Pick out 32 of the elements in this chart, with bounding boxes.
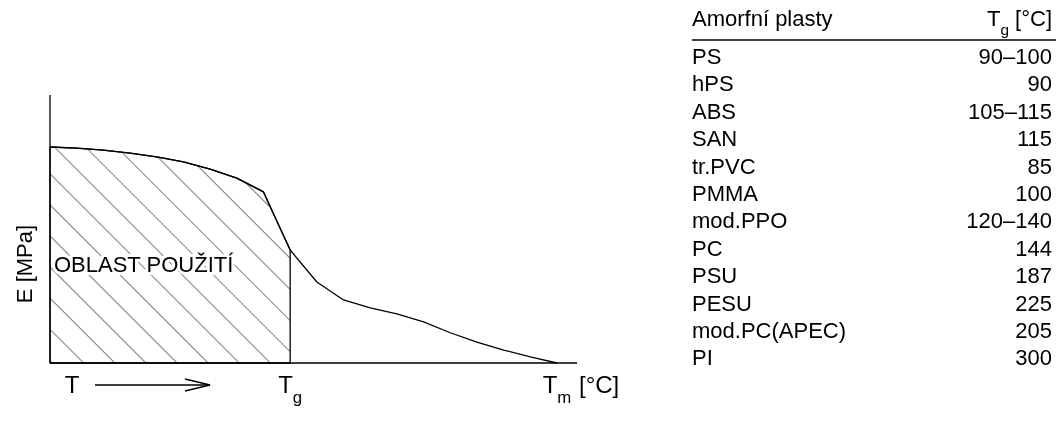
category-label: SAN	[692, 126, 738, 152]
category-label: ABS	[692, 98, 737, 124]
text: [°C]	[579, 371, 620, 398]
category-label: mod.PPO	[692, 208, 788, 234]
x-tick-label: T$_{g}$	[278, 371, 303, 407]
text: 100	[1015, 181, 1052, 206]
text: 90–100	[978, 44, 1052, 69]
text: Amorfní plasty	[692, 6, 833, 31]
text: 144	[1015, 235, 1052, 261]
category-label: PSU	[692, 263, 738, 289]
text: 187	[1015, 263, 1052, 289]
category-label: hPS	[692, 71, 734, 97]
text: 120–140	[966, 208, 1052, 234]
y-axis-title: E [MPa]	[12, 224, 37, 304]
category-label: tr.PVC	[692, 153, 756, 179]
category-label: PS	[692, 44, 722, 69]
text: 115	[1016, 126, 1052, 152]
text: 85	[1027, 153, 1052, 179]
category-label: PMMA	[692, 181, 759, 206]
category-label: PESU	[692, 290, 752, 316]
category-label: PC	[692, 235, 723, 261]
category-label: mod.PC(APEC)	[692, 318, 847, 343]
x-axis-title: T	[64, 371, 80, 398]
text: 300	[1015, 345, 1052, 371]
text: 225	[1015, 290, 1052, 316]
text: 90	[1027, 71, 1052, 97]
annotation: OBLAST POUŽITÍ	[54, 252, 235, 277]
x-tick-label: T$_{m}$	[542, 371, 572, 407]
text: T$_{g}$ [°C]	[986, 6, 1052, 38]
category-label: PI	[692, 345, 713, 371]
text: 205	[1015, 318, 1052, 343]
text: 105–115	[967, 98, 1052, 124]
